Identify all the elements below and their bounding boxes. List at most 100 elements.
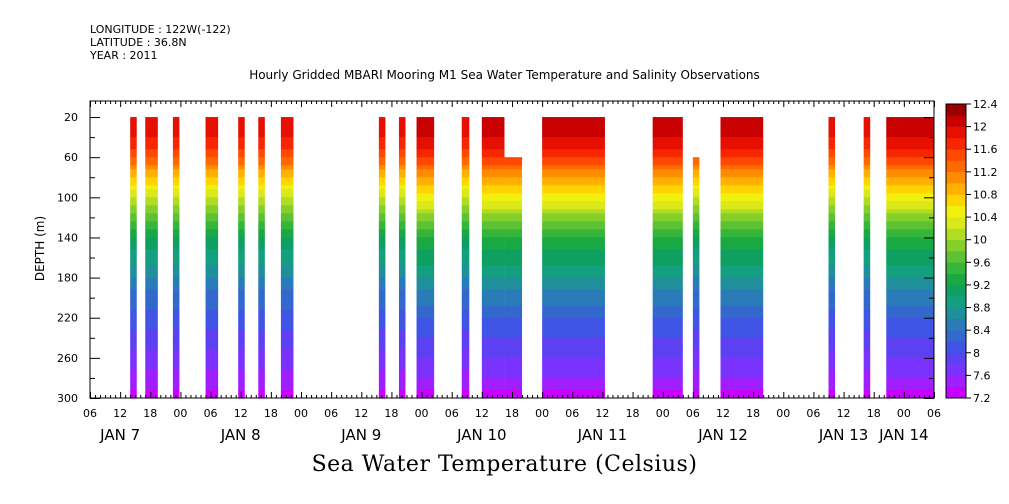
colorbar-label: 10.4 xyxy=(973,211,998,224)
data-column-3-cell xyxy=(205,309,219,315)
data-column-10-cell xyxy=(461,121,470,126)
colorbar-swatch xyxy=(946,205,966,218)
data-column-1-cell xyxy=(145,165,158,170)
data-column-6-cell xyxy=(280,269,294,275)
data-column-17-cell xyxy=(828,197,836,202)
data-column-3-cell xyxy=(205,117,219,122)
data-column-12-cell xyxy=(504,325,523,331)
data-column-18-cell xyxy=(863,217,871,222)
data-column-4-cell xyxy=(238,289,245,295)
data-column-6-cell xyxy=(280,369,294,375)
data-column-16-cell xyxy=(720,129,764,134)
data-column-8-cell xyxy=(398,349,406,355)
data-column-4-cell xyxy=(238,177,245,182)
data-column-8-cell xyxy=(398,121,406,126)
data-column-8-cell xyxy=(398,325,406,331)
data-column-18-cell xyxy=(863,329,871,335)
data-column-19-cell xyxy=(886,233,934,239)
data-column-19-cell xyxy=(886,317,934,323)
data-column-6-cell xyxy=(280,293,294,299)
data-column-13-cell xyxy=(542,181,605,186)
y-tick-label: 60 xyxy=(64,151,78,164)
data-column-17-cell xyxy=(828,345,836,351)
data-column-5-cell xyxy=(258,217,265,222)
data-column-9-cell xyxy=(416,265,435,271)
data-column-13-cell xyxy=(542,165,605,170)
data-column-9-cell xyxy=(416,161,435,166)
data-column-4-cell xyxy=(238,373,245,379)
data-column-15-cell xyxy=(692,389,700,395)
data-column-13-cell xyxy=(542,129,605,134)
data-column-16-cell xyxy=(720,201,764,206)
data-column-16-cell xyxy=(720,389,764,395)
data-column-14-cell xyxy=(652,201,683,206)
x-tick-label: 00 xyxy=(415,407,429,420)
data-column-17-cell xyxy=(828,337,836,343)
data-column-8-cell xyxy=(398,165,406,170)
data-column-4-cell xyxy=(238,261,245,267)
data-column-2-cell xyxy=(172,309,180,315)
data-column-8-cell xyxy=(398,185,406,190)
data-column-12-cell xyxy=(504,377,523,383)
data-column-15-cell xyxy=(692,193,700,198)
data-column-4-cell xyxy=(238,189,245,194)
data-column-17-cell xyxy=(828,177,836,182)
data-column-10-cell xyxy=(461,333,470,339)
data-column-4-cell xyxy=(238,241,245,247)
data-column-9-cell xyxy=(416,345,435,351)
data-column-10-cell xyxy=(461,201,470,206)
data-column-14-cell xyxy=(652,301,683,307)
data-column-14-cell xyxy=(652,305,683,311)
data-column-19-cell xyxy=(886,313,934,319)
data-column-5-cell xyxy=(258,289,265,295)
data-column-19-cell xyxy=(886,293,934,299)
data-column-5-cell xyxy=(258,369,265,375)
data-column-17-cell xyxy=(828,125,836,130)
data-column-10-cell xyxy=(461,273,470,279)
data-column-9-cell xyxy=(416,133,435,138)
data-column-3-cell xyxy=(205,181,219,186)
data-column-15-cell xyxy=(692,165,700,170)
data-column-3-cell xyxy=(205,341,219,347)
data-column-2-cell xyxy=(172,301,180,307)
data-column-1-cell xyxy=(145,129,158,134)
data-column-16-cell xyxy=(720,377,764,383)
data-column-10-cell xyxy=(461,237,470,243)
data-column-14-cell xyxy=(652,373,683,379)
data-column-3-cell xyxy=(205,121,219,126)
data-column-15-cell xyxy=(692,317,700,323)
data-column-17-cell xyxy=(828,277,836,283)
data-column-16-cell xyxy=(720,161,764,166)
data-column-17-cell xyxy=(828,285,836,291)
data-column-10-cell xyxy=(461,117,470,122)
data-column-0-cell xyxy=(130,193,137,198)
data-column-18-cell xyxy=(863,213,871,218)
data-column-14-cell xyxy=(652,133,683,138)
data-column-8-cell xyxy=(398,181,406,186)
data-column-14-cell xyxy=(652,329,683,335)
data-column-12-cell xyxy=(504,373,523,379)
data-column-18-cell xyxy=(863,221,871,227)
data-column-17-cell xyxy=(828,385,836,391)
data-column-14-cell xyxy=(652,257,683,263)
data-column-6-cell xyxy=(280,313,294,319)
data-column-15-cell xyxy=(692,161,700,166)
data-column-1-cell xyxy=(145,329,158,335)
data-column-3-cell xyxy=(205,225,219,231)
data-column-11-cell xyxy=(481,277,505,283)
data-column-15-cell xyxy=(692,361,700,367)
data-column-9-cell xyxy=(416,313,435,319)
data-column-1-cell xyxy=(145,293,158,299)
data-column-9-cell xyxy=(416,157,435,162)
data-column-8-cell xyxy=(398,229,406,235)
data-column-0-cell xyxy=(130,213,137,218)
data-column-15-cell xyxy=(692,377,700,383)
data-column-9-cell xyxy=(416,145,435,150)
data-column-0-cell xyxy=(130,253,137,259)
data-column-11-cell xyxy=(481,161,505,166)
data-column-14-cell xyxy=(652,209,683,214)
data-column-6-cell xyxy=(280,125,294,130)
data-column-19-cell xyxy=(886,181,934,186)
data-column-14-cell xyxy=(652,165,683,170)
data-column-8-cell xyxy=(398,353,406,359)
